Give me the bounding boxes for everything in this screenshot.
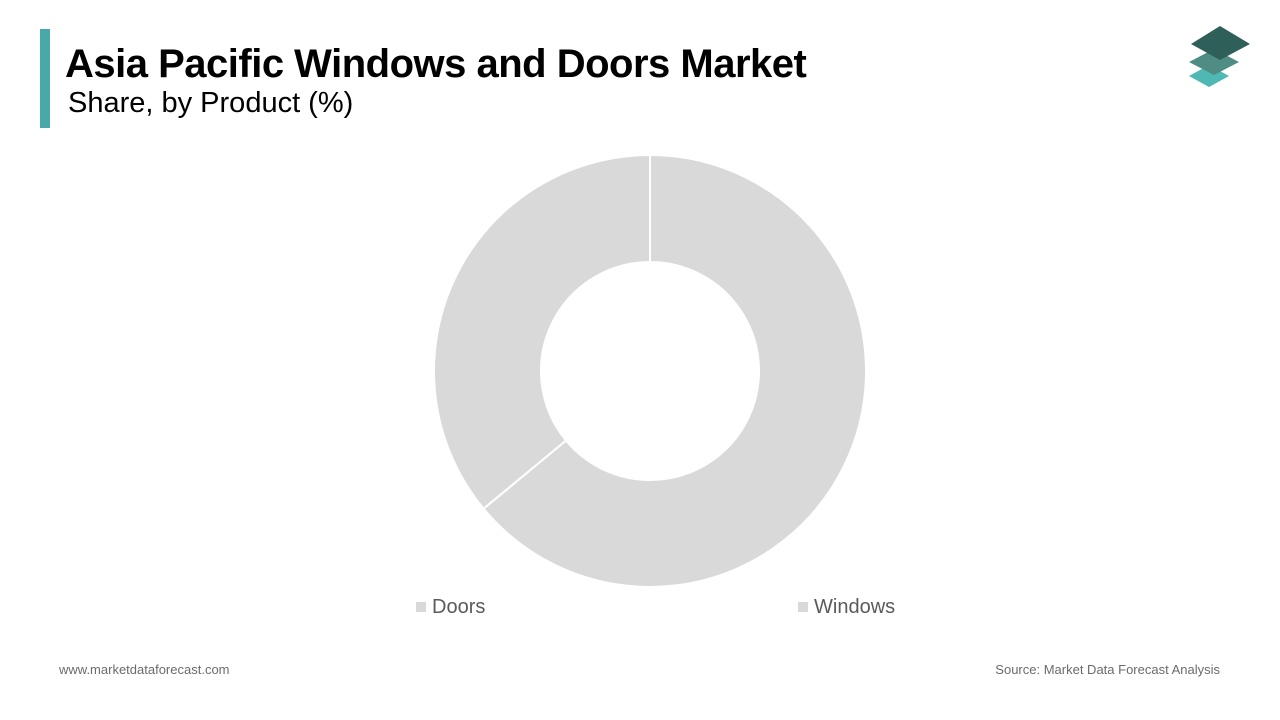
logo-layer-top	[1191, 26, 1250, 60]
stacked-layers-icon	[1189, 26, 1250, 87]
footer-source: Source: Market Data Forecast Analysis	[995, 662, 1220, 677]
chart-title: Asia Pacific Windows and Doors Market	[65, 42, 807, 86]
chart-slices	[433, 153, 867, 588]
legend-label-windows: Windows	[814, 595, 896, 618]
slice-windows	[482, 153, 867, 588]
legend-item-windows: Windows	[798, 595, 895, 619]
slice-doors	[433, 153, 651, 511]
legend-label-doors: Doors	[432, 595, 486, 618]
chart-subtitle: Share, by Product (%)	[68, 87, 354, 119]
title-accent-bar	[40, 29, 50, 128]
legend-item-doors: Doors	[416, 595, 485, 619]
legend-swatch-doors	[416, 602, 426, 612]
legend-swatch-windows	[798, 602, 808, 612]
footer-website: www.marketdataforecast.com	[59, 662, 230, 677]
